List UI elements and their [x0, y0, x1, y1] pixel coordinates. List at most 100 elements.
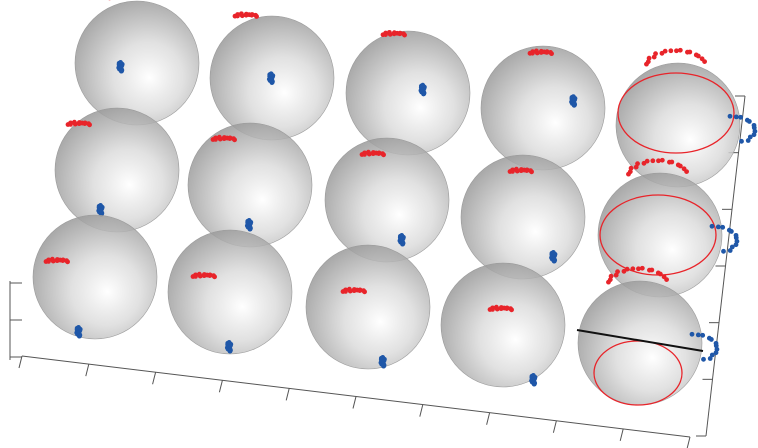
- tick-mark: [85, 363, 90, 377]
- sphere-group: [74, 0, 200, 126]
- sample-point: [530, 372, 536, 378]
- sample-point: [420, 82, 426, 88]
- sample-point: [738, 114, 744, 120]
- sample-point: [513, 166, 519, 172]
- sample-point: [650, 158, 656, 164]
- sample-point: [745, 138, 751, 143]
- sample-point: [720, 224, 726, 230]
- tick-mark: [552, 420, 557, 433]
- tick-mark: [619, 428, 624, 442]
- sample-point: [193, 272, 199, 278]
- sample-point: [383, 30, 389, 36]
- sample-point: [235, 12, 241, 17]
- sphere-group: [480, 45, 606, 171]
- sample-point: [653, 51, 658, 57]
- sphere-group: [54, 107, 180, 233]
- sample-point: [713, 343, 719, 349]
- sample-point: [365, 149, 371, 155]
- sample-point: [226, 339, 232, 345]
- sample-point: [646, 55, 652, 61]
- sample-point: [530, 49, 536, 55]
- sphere-group: [460, 154, 586, 280]
- sample-point: [649, 267, 655, 273]
- sample-point: [533, 48, 539, 54]
- sphere: [480, 45, 606, 171]
- sample-point: [343, 287, 349, 293]
- sample-point: [268, 71, 274, 77]
- sample-point: [624, 266, 630, 272]
- sample-point: [733, 114, 739, 120]
- sample-point: [118, 59, 123, 65]
- sample-point: [709, 352, 715, 358]
- tick-mark: [218, 380, 223, 393]
- sample-point: [751, 125, 757, 131]
- sample-point: [548, 50, 553, 55]
- sample-point: [490, 305, 496, 311]
- sample-point: [695, 332, 701, 338]
- sphere-group: [187, 122, 313, 248]
- sphere: [345, 30, 471, 156]
- sphere: [54, 107, 180, 233]
- sample-point: [608, 273, 614, 279]
- sample-point: [386, 29, 392, 35]
- sample-point: [380, 151, 385, 157]
- sphere: [167, 229, 293, 355]
- sphere-group: [324, 137, 450, 263]
- sample-point: [380, 354, 386, 360]
- sphere-group: [597, 157, 740, 298]
- sample-point: [656, 158, 661, 164]
- sample-point: [216, 134, 222, 140]
- sample-point: [493, 304, 499, 310]
- sample-point: [684, 169, 689, 174]
- sample-point: [677, 163, 683, 169]
- sample-point: [657, 271, 663, 277]
- sample-point: [701, 356, 706, 362]
- tick-mark: [486, 412, 491, 425]
- tick-mark: [18, 355, 23, 369]
- sample-point: [728, 229, 734, 234]
- sample-point: [550, 249, 556, 255]
- sample-point: [689, 331, 695, 337]
- sample-point: [86, 121, 91, 127]
- tick-mark: [686, 436, 691, 448]
- sphere: [460, 154, 586, 280]
- sphere: [440, 262, 566, 388]
- sample-point: [211, 273, 216, 279]
- sample-point: [727, 113, 733, 119]
- sample-point: [362, 150, 368, 156]
- sample-point: [659, 157, 665, 163]
- sample-point: [727, 248, 733, 253]
- sample-point: [695, 53, 701, 59]
- sample-point: [707, 356, 713, 361]
- sample-point: [709, 223, 715, 229]
- sample-point: [739, 138, 744, 144]
- black-plane: [576, 329, 704, 352]
- sample-point: [346, 286, 352, 292]
- tick-mark: [285, 388, 290, 401]
- sample-point: [662, 48, 668, 54]
- sample-point: [46, 257, 52, 263]
- sample-point: [361, 288, 366, 294]
- sample-point: [713, 350, 719, 356]
- sample-point: [635, 161, 640, 167]
- sphere: [32, 214, 158, 340]
- sample-point: [68, 120, 74, 126]
- sample-point: [508, 306, 513, 312]
- sample-point: [733, 235, 739, 241]
- sphere-group: [167, 229, 293, 355]
- sample-point: [399, 232, 405, 238]
- sample-point: [700, 332, 706, 338]
- sample-point: [630, 266, 636, 272]
- sphere: [324, 137, 450, 263]
- sample-point: [747, 134, 753, 140]
- sample-point: [677, 47, 683, 53]
- sample-point: [751, 132, 757, 138]
- sample-point: [401, 31, 406, 37]
- spheres: [32, 0, 758, 406]
- tick-mark: [152, 372, 157, 385]
- sample-point: [71, 119, 77, 125]
- sample-point: [570, 94, 576, 99]
- sample-point: [49, 256, 55, 262]
- sample-point: [628, 165, 634, 171]
